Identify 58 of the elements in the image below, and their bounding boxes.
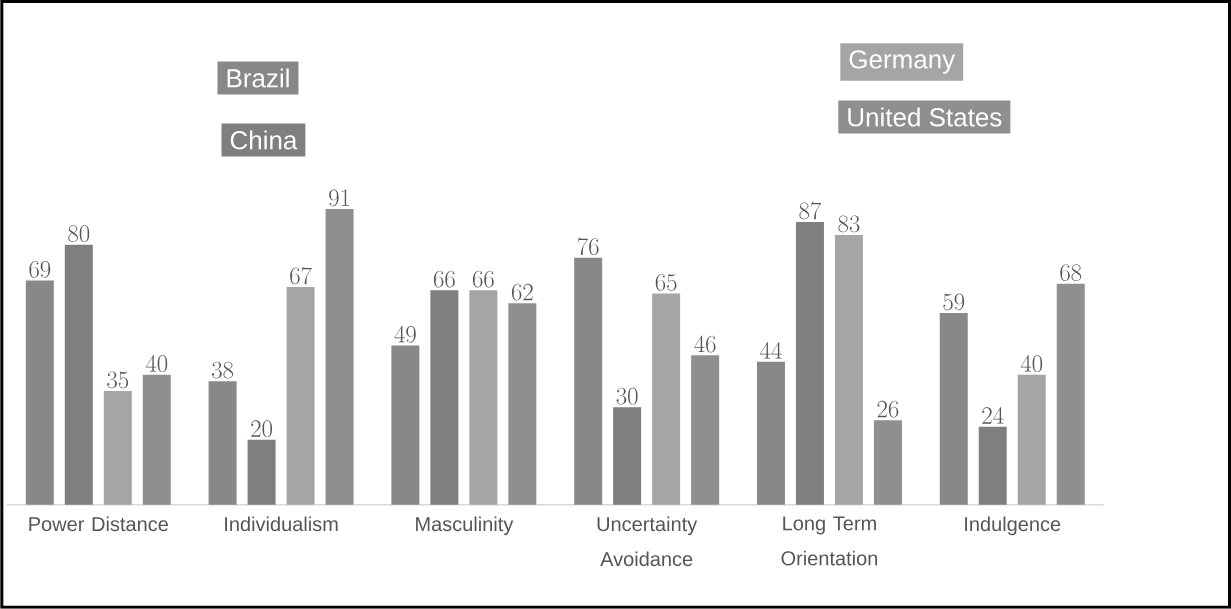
x-tick-label: Individualism: [225, 516, 338, 532]
data-label: 69: [29, 261, 51, 278]
data-label: 38: [212, 361, 234, 379]
data-label: 83: [838, 215, 860, 233]
data-label: 46: [694, 335, 716, 353]
bar: [247, 439, 276, 505]
bar: [142, 374, 171, 505]
text: Brazil: [227, 68, 289, 88]
data-label: 44: [760, 342, 782, 359]
bar: [1056, 283, 1085, 505]
bar: [756, 361, 785, 505]
bar: [795, 222, 824, 505]
bar: [691, 355, 720, 505]
bar: [508, 303, 537, 505]
bar: [286, 287, 315, 505]
text: China: [230, 130, 298, 150]
data-label: 76: [577, 237, 599, 256]
bar: [430, 290, 459, 505]
bar: [391, 345, 420, 505]
data-label: 80: [68, 225, 90, 243]
text: United States: [848, 107, 1002, 127]
x-tick-label: Uncertainty Avoidance: [597, 516, 698, 567]
data-label: 59: [943, 293, 965, 311]
data-label: 87: [799, 202, 822, 220]
bar: [103, 391, 132, 505]
bar: [469, 290, 498, 505]
data-label: 91: [329, 189, 350, 207]
x-tick-label: Masculinity: [416, 516, 514, 536]
bar: [25, 280, 54, 505]
x-tick-label: Long Term Orientation: [781, 516, 878, 566]
bar: [64, 244, 93, 505]
data-label: 62: [511, 283, 533, 301]
data-label: 26: [877, 400, 899, 418]
bar: [574, 257, 603, 505]
bar: [939, 313, 968, 505]
data-label: 20: [251, 420, 272, 438]
bar: [613, 407, 642, 505]
bar: [652, 293, 681, 505]
data-label: 30: [616, 387, 638, 405]
data-label: 35: [107, 371, 129, 389]
bar: [1017, 374, 1046, 505]
bar: [208, 381, 237, 505]
bar: [873, 420, 902, 505]
x-tick-label: Power Distance: [29, 516, 168, 532]
data-label: 66: [433, 270, 455, 288]
data-label: 66: [472, 270, 494, 288]
data-label: 24: [982, 407, 1004, 424]
data-label: 68: [1060, 264, 1082, 282]
text: Germany: [849, 50, 956, 74]
bar: [325, 209, 354, 505]
data-label: 40: [145, 355, 168, 373]
bar: [834, 235, 863, 505]
bar: [978, 426, 1007, 505]
data-label: 40: [1020, 355, 1043, 373]
x-tick-label: Indulgence: [965, 516, 1061, 536]
data-label: 49: [394, 325, 416, 343]
data-label: 67: [290, 267, 312, 285]
data-label: 65: [655, 274, 677, 291]
